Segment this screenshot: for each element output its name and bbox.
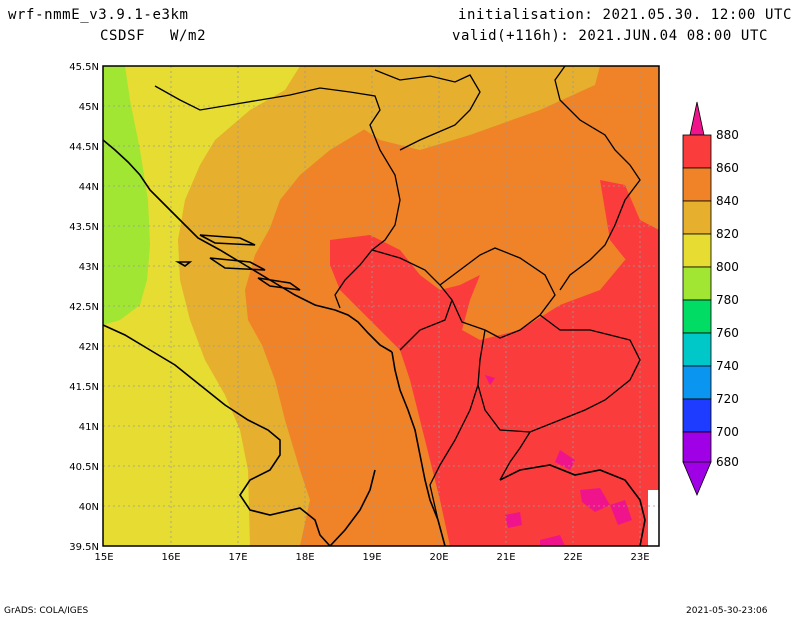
islands: [174, 234, 301, 291]
lat-label: 41N: [79, 422, 99, 433]
colorbar: [682, 101, 712, 497]
colorbar-segment: [682, 431, 712, 463]
field-units: W/m2: [170, 28, 207, 44]
shade-red-north: [600, 180, 659, 265]
colorbar-segment: [682, 200, 712, 235]
lon-label: 15E: [94, 552, 113, 563]
greece-coast: [499, 464, 646, 546]
colorbar-label: 820: [716, 227, 739, 241]
lon-label: 22E: [563, 552, 582, 563]
field-name: CSDSF: [100, 28, 146, 44]
lat-label: 40.5N: [69, 462, 99, 473]
colorbar-label: 700: [716, 425, 739, 439]
colorbar-segment: [682, 365, 712, 400]
border-croatia-bosnia: [154, 85, 401, 309]
init-time: initialisation: 2021.05.30. 12:00 UTC: [458, 7, 793, 23]
italy-coast: [103, 324, 331, 546]
lon-label: 20E: [429, 552, 448, 563]
albania-coast: [391, 351, 446, 546]
border-greece-north: [499, 431, 531, 481]
colorbar-label: 800: [716, 260, 739, 274]
lat-label: 39.5N: [69, 542, 99, 553]
model-name: wrf-nmmE_v3.9.1-e3km: [8, 7, 189, 23]
borders: [154, 66, 641, 521]
colorbar-segment: [682, 299, 712, 334]
no-data-area: [648, 490, 659, 546]
footer-credit: GrADS: COLA/IGES: [4, 606, 89, 616]
colorbar-label: 680: [716, 455, 739, 469]
colorbar-segment: [682, 233, 712, 268]
colorbar-segment: [682, 167, 712, 202]
colorbar-label: 860: [716, 161, 739, 175]
coastlines: [103, 139, 646, 546]
lon-label: 21E: [496, 552, 515, 563]
field-shading: [103, 66, 659, 546]
lat-label: 44.5N: [69, 142, 99, 153]
lat-label: 43N: [79, 262, 99, 273]
footer-timestamp: 2021-05-30-23:06: [686, 606, 768, 616]
lon-label: 18E: [295, 552, 314, 563]
colorbar-label: 780: [716, 293, 739, 307]
lat-label: 42N: [79, 342, 99, 353]
colorbar-segment: [682, 266, 712, 301]
shade-amber-north: [300, 66, 600, 150]
colorbar-segment: [682, 332, 712, 367]
colorbar-labels: 880 860 840 820 800 780 760 740 720 700 …: [716, 128, 739, 469]
border-albania-greece: [429, 384, 479, 521]
border-north-macedonia: [477, 314, 641, 433]
shade-red-central: [330, 235, 659, 546]
colorbar-label: 880: [716, 128, 739, 142]
colorbar-label: 760: [716, 326, 739, 340]
lat-label: 41.5N: [69, 382, 99, 393]
lon-label: 19E: [362, 552, 381, 563]
colorbar-label: 840: [716, 194, 739, 208]
lat-label: 42.5N: [69, 302, 99, 313]
lon-label: 16E: [161, 552, 180, 563]
shade-green: [103, 66, 150, 325]
map-frame: [102, 65, 660, 547]
colorbar-top-triangle: [689, 101, 705, 136]
colorbar-label: 720: [716, 392, 739, 406]
lon-labels: 15E 16E 17E 18E 19E 20E 21E 22E 23E: [94, 552, 649, 563]
lon-label: 17E: [228, 552, 247, 563]
colorbar-segment: [682, 398, 712, 433]
border-serbia: [374, 69, 481, 151]
shade-yellow: [103, 66, 300, 546]
colorbar-bottom-triangle: [682, 461, 712, 497]
colorbar-segment: [682, 134, 712, 169]
lat-labels: 45.5N 45N 44.5N 44N 43.5N 43N 42.5N 42N …: [69, 62, 99, 553]
lon-label: 23E: [630, 552, 649, 563]
croatia-coast: [103, 139, 393, 353]
lat-label: 45.5N: [69, 62, 99, 73]
shade-magenta: [485, 375, 632, 546]
lat-label: 45N: [79, 102, 99, 113]
colorbar-label: 740: [716, 359, 739, 373]
valid-time: valid(+116h): 2021.JUN.04 08:00 UTC: [452, 28, 769, 44]
italy-heel: [329, 469, 376, 546]
lat-label: 44N: [79, 182, 99, 193]
lat-label: 40N: [79, 502, 99, 513]
lat-label: 43.5N: [69, 222, 99, 233]
border-bulgaria: [554, 66, 641, 291]
